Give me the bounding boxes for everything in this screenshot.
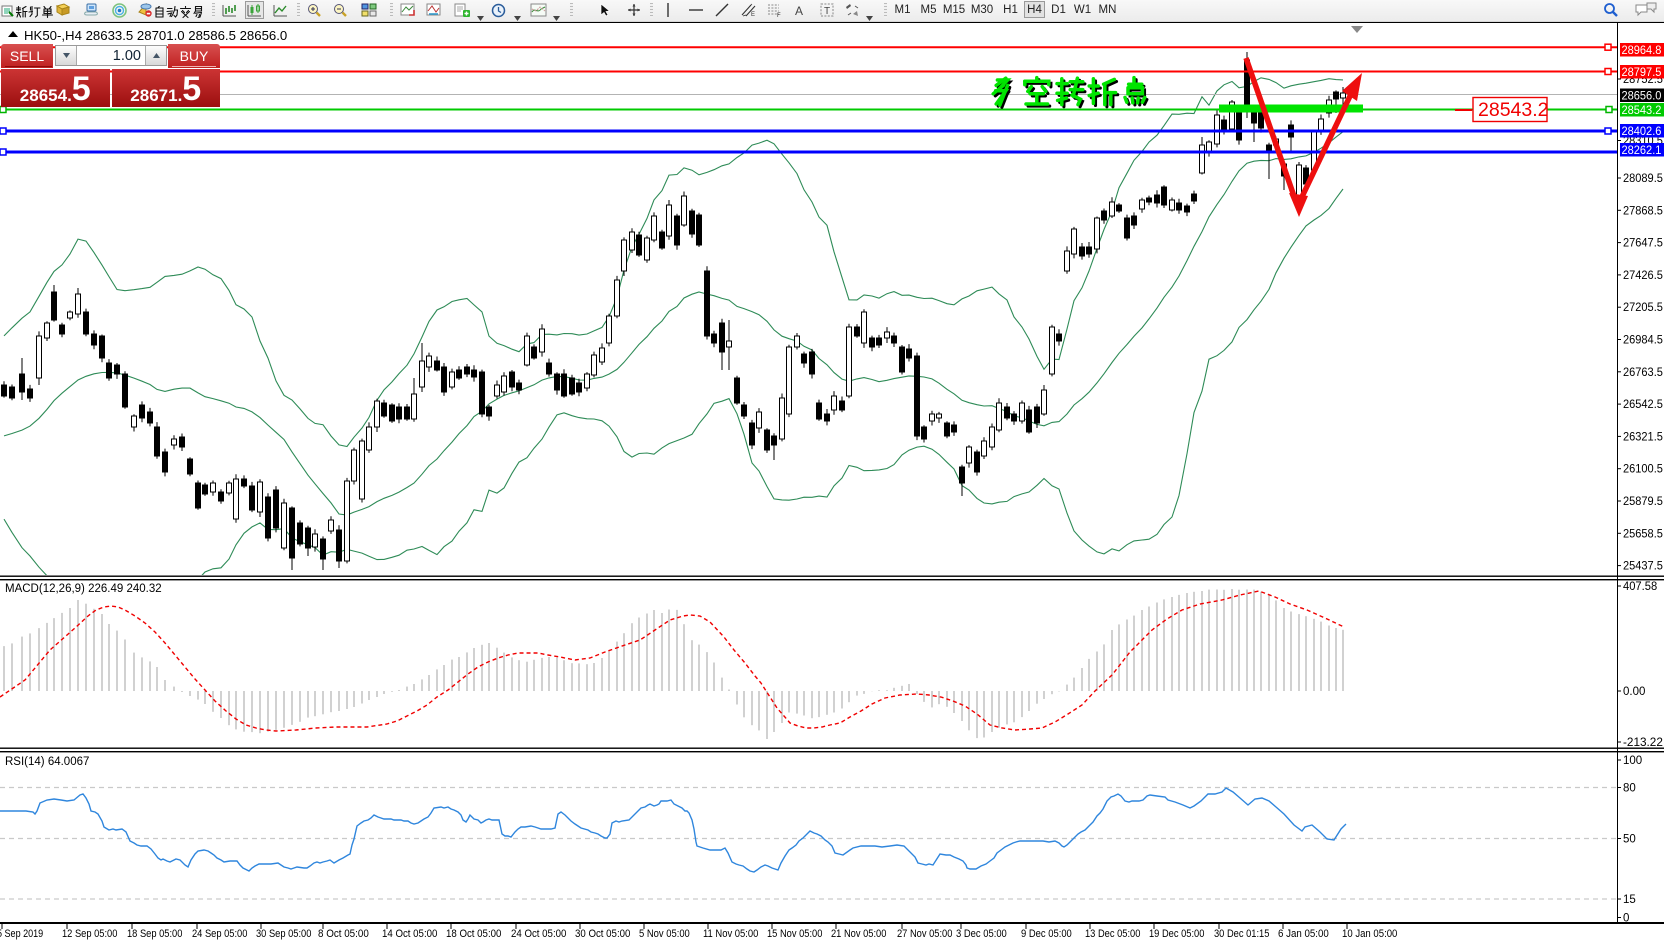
svg-text:28543.2: 28543.2 bbox=[1478, 99, 1549, 121]
svg-text:T: T bbox=[824, 6, 830, 17]
svg-text:RSI(14) 64.0067: RSI(14) 64.0067 bbox=[5, 756, 89, 768]
svg-text:26763.5: 26763.5 bbox=[1623, 367, 1663, 379]
svg-text:24 Sep 05:00: 24 Sep 05:00 bbox=[192, 928, 247, 940]
svg-text:10 Jan 05:00: 10 Jan 05:00 bbox=[1342, 928, 1397, 940]
svg-text:80: 80 bbox=[1623, 783, 1636, 795]
svg-text:3 Dec 05:00: 3 Dec 05:00 bbox=[956, 928, 1007, 940]
svg-text:28402.6: 28402.6 bbox=[1622, 126, 1662, 138]
svg-text:15: 15 bbox=[1623, 894, 1636, 906]
svg-text:30 Sep 05:00: 30 Sep 05:00 bbox=[256, 928, 311, 940]
svg-text:25658.5: 25658.5 bbox=[1623, 528, 1663, 540]
svg-text:30 Dec 01:15: 30 Dec 01:15 bbox=[1214, 928, 1269, 940]
svg-text:6 Jan 05:00: 6 Jan 05:00 bbox=[1278, 928, 1329, 940]
svg-text:28964.8: 28964.8 bbox=[1622, 45, 1662, 57]
svg-text:E: E bbox=[751, 12, 755, 17]
svg-text:9 Dec 05:00: 9 Dec 05:00 bbox=[1021, 928, 1072, 940]
svg-text:28656.0: 28656.0 bbox=[1622, 91, 1662, 103]
svg-text:24 Oct 05:00: 24 Oct 05:00 bbox=[511, 928, 566, 940]
svg-text:14 Oct 05:00: 14 Oct 05:00 bbox=[382, 928, 437, 940]
svg-text:27 Nov 05:00: 27 Nov 05:00 bbox=[897, 928, 952, 940]
svg-text:21 Nov 05:00: 21 Nov 05:00 bbox=[831, 928, 886, 940]
svg-text:-213.22: -213.22 bbox=[1623, 737, 1663, 749]
svg-text:28797.5: 28797.5 bbox=[1622, 67, 1662, 79]
svg-text:8 Oct 05:00: 8 Oct 05:00 bbox=[318, 928, 369, 940]
svg-text:26100.5: 26100.5 bbox=[1623, 464, 1663, 476]
svg-text:11 Nov 05:00: 11 Nov 05:00 bbox=[703, 928, 758, 940]
svg-text:18 Oct 05:00: 18 Oct 05:00 bbox=[446, 928, 501, 940]
svg-text:19 Dec 05:00: 19 Dec 05:00 bbox=[1149, 928, 1204, 940]
svg-text:26542.5: 26542.5 bbox=[1623, 399, 1663, 411]
svg-text:50: 50 bbox=[1623, 834, 1636, 846]
svg-text:5 Nov 05:00: 5 Nov 05:00 bbox=[639, 928, 690, 940]
svg-text:28089.5: 28089.5 bbox=[1623, 173, 1663, 185]
svg-text:12 Sep 05:00: 12 Sep 05:00 bbox=[62, 928, 117, 940]
svg-text:28262.1: 28262.1 bbox=[1622, 145, 1662, 157]
svg-text:0.00: 0.00 bbox=[1623, 686, 1645, 698]
svg-text:18 Sep 05:00: 18 Sep 05:00 bbox=[127, 928, 182, 940]
svg-text:26321.5: 26321.5 bbox=[1623, 431, 1663, 443]
svg-text:27205.5: 27205.5 bbox=[1623, 302, 1663, 314]
svg-text:MACD(12,26,9) 226.49 240.32: MACD(12,26,9) 226.49 240.32 bbox=[5, 583, 162, 595]
svg-text:0: 0 bbox=[1623, 913, 1629, 925]
svg-text:15 Nov 05:00: 15 Nov 05:00 bbox=[767, 928, 822, 940]
svg-text:407.58: 407.58 bbox=[1623, 581, 1657, 593]
svg-text:25437.5: 25437.5 bbox=[1623, 561, 1663, 573]
svg-text:28543.2: 28543.2 bbox=[1622, 105, 1662, 117]
svg-text:13 Dec 05:00: 13 Dec 05:00 bbox=[1085, 928, 1140, 940]
svg-text:HK50-,H4 28633.5 28701.0 2858: HK50-,H4 28633.5 28701.0 28586.5 28656.0 bbox=[24, 28, 287, 43]
svg-text:25879.5: 25879.5 bbox=[1623, 496, 1663, 508]
svg-text:27647.5: 27647.5 bbox=[1623, 238, 1663, 250]
svg-text:30 Oct 05:00: 30 Oct 05:00 bbox=[575, 928, 630, 940]
svg-text:100: 100 bbox=[1623, 755, 1642, 767]
svg-text:F: F bbox=[777, 13, 781, 17]
svg-text:27426.5: 27426.5 bbox=[1623, 270, 1663, 282]
svg-text:26984.5: 26984.5 bbox=[1623, 335, 1663, 347]
svg-text:A: A bbox=[795, 4, 803, 17]
svg-text:5 Sep 2019: 5 Sep 2019 bbox=[0, 928, 43, 940]
svg-text:27868.5: 27868.5 bbox=[1623, 205, 1663, 217]
